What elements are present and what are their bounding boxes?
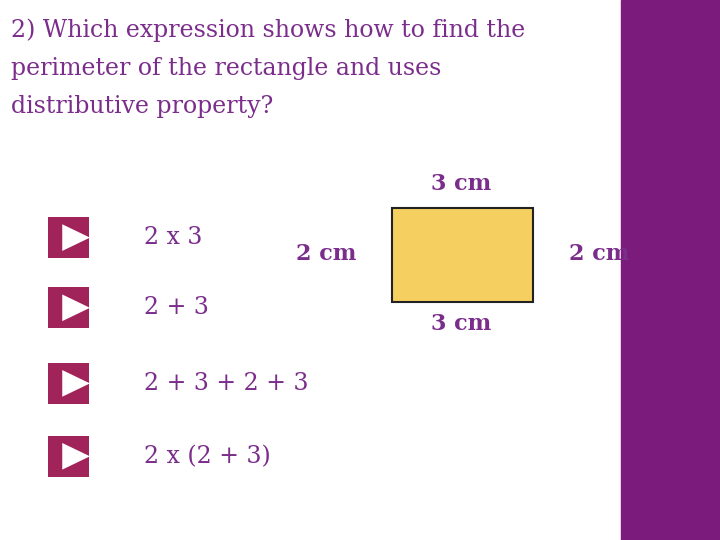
- Polygon shape: [62, 443, 90, 470]
- Text: perimeter of the rectangle and uses: perimeter of the rectangle and uses: [11, 57, 441, 80]
- Bar: [48, 217, 89, 258]
- Polygon shape: [62, 224, 90, 251]
- Text: 2 cm: 2 cm: [569, 243, 629, 265]
- Text: 2 cm: 2 cm: [296, 243, 356, 265]
- Text: 2 x (2 + 3): 2 x (2 + 3): [144, 445, 271, 468]
- Text: 2 x 3: 2 x 3: [144, 226, 202, 249]
- Bar: [48, 287, 89, 328]
- Bar: [621, 0, 720, 540]
- Text: 2) Which expression shows how to find the: 2) Which expression shows how to find th…: [11, 19, 525, 43]
- Bar: [48, 363, 89, 404]
- Bar: [392, 208, 533, 302]
- Text: 3 cm: 3 cm: [431, 313, 491, 335]
- Text: 2 + 3: 2 + 3: [144, 296, 209, 319]
- Bar: [48, 436, 89, 477]
- Text: distributive property?: distributive property?: [11, 94, 273, 118]
- Text: 2 + 3 + 2 + 3: 2 + 3 + 2 + 3: [144, 372, 308, 395]
- Polygon shape: [62, 370, 90, 397]
- Polygon shape: [62, 294, 90, 321]
- Text: 3 cm: 3 cm: [431, 173, 491, 194]
